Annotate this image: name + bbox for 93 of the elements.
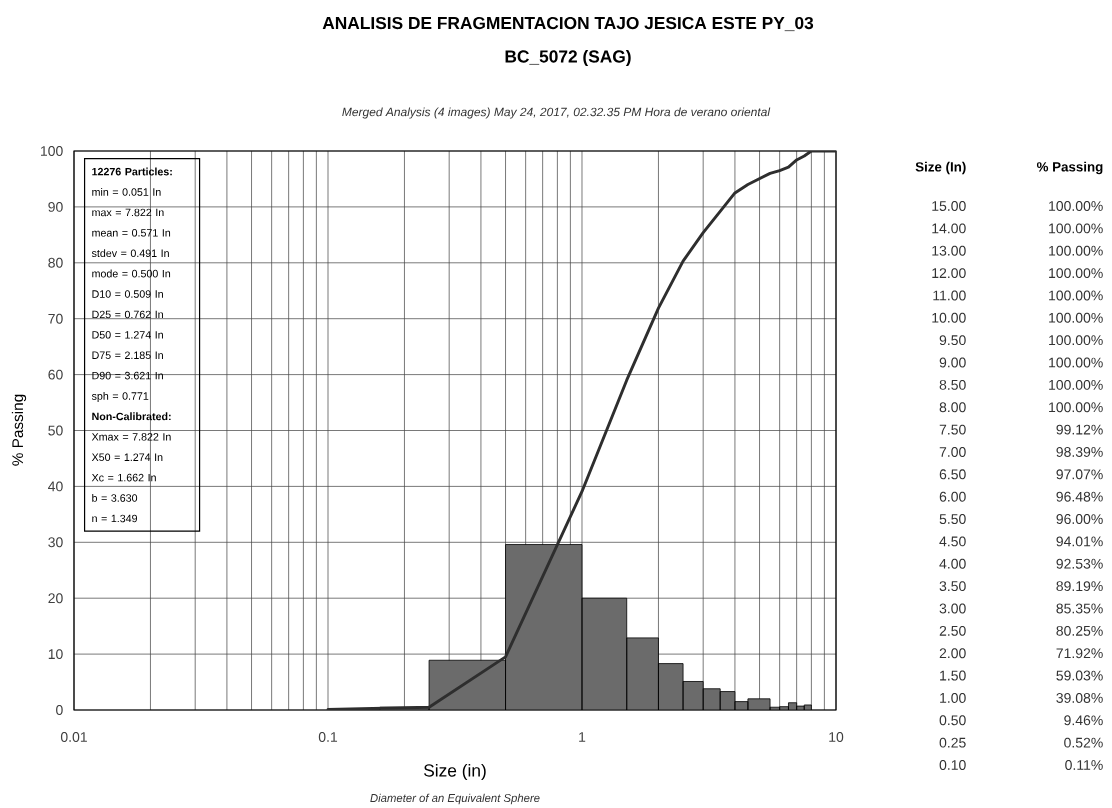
text: 100.00% [1049, 268, 1103, 279]
category-label: 15.00 [932, 201, 966, 211]
annotation: mode = 0.500 In [92, 269, 171, 278]
text: 100.00% [1049, 223, 1103, 234]
category-label: 9.50 [939, 335, 966, 346]
category-label: 0.50 [939, 715, 966, 726]
annotation: sph = 0.771 [91, 391, 149, 402]
annotation: X50 = 1.274 In [91, 453, 163, 462]
category-label: 14.00 [932, 223, 966, 234]
text: 94.01% [1056, 536, 1103, 547]
x-tick-label: 1 [579, 732, 586, 742]
y-tick-label: 50 [48, 425, 63, 436]
category-label: 10.00 [932, 312, 966, 323]
y-tick-label: 30 [48, 537, 63, 548]
text: 96.00% [1056, 514, 1103, 524]
y-tick-label: 70 [48, 313, 63, 324]
annotation: D10 = 0.509 In [92, 290, 163, 298]
annotation: n = 1.349 [92, 514, 138, 523]
category-label: 5.50 [939, 514, 966, 524]
category-label: 1.00 [940, 692, 966, 703]
category-label: 7.50 [939, 424, 966, 435]
text: 100.00% [1049, 379, 1103, 390]
category-label: 6.00 [939, 491, 966, 502]
chart-subtitle: BC_5072 (SAG) [505, 49, 631, 67]
annotation: mean = 0.571 In [92, 229, 171, 237]
text: 96.48% [1056, 491, 1103, 502]
y-tick-label: 40 [48, 481, 63, 492]
category-label: 4.00 [939, 558, 966, 569]
category-label: 3.50 [939, 581, 966, 592]
y-tick-label: 80 [48, 257, 63, 268]
text: 0.11% [1065, 760, 1103, 770]
x-axis-title: Size (in) [424, 763, 486, 781]
text: Diameter of an Equivalent Sphere [370, 793, 540, 805]
annotation: Xmax = 7.822 In [91, 433, 171, 441]
annotation: D25 = 0.762 In [92, 310, 163, 319]
text: 89.19% [1056, 581, 1103, 592]
category-label: 13.00 [932, 245, 966, 256]
text: 100.00% [1049, 201, 1103, 211]
text: 99.12% [1056, 424, 1103, 435]
annotation: min = 0.051 In [92, 187, 161, 196]
text: 0.52% [1064, 737, 1103, 748]
annotation: D75 = 2.185 In [92, 351, 163, 360]
chart-title: ANALISIS DE FRAGMENTACION TAJO JESICA ESTE PY_03 [322, 16, 814, 32]
category-label: 0.25 [939, 737, 966, 748]
text: 98.39% [1056, 447, 1103, 457]
y-tick-label: 60 [48, 369, 63, 380]
category-label: 8.00 [939, 402, 966, 413]
annotation: D90 = 3.621 In [92, 371, 163, 380]
category-label: 4.50 [939, 536, 966, 547]
y-tick-label: 100 [41, 146, 63, 156]
text: 100.00% [1049, 245, 1103, 256]
text: Size (In) [915, 161, 966, 175]
text: 85.35% [1056, 603, 1103, 614]
annotation: Xc = 1.662 In [91, 473, 156, 482]
category-label: 6.50 [939, 469, 966, 480]
text: 9.46% [1064, 715, 1103, 726]
category-label: 11.00 [933, 290, 966, 301]
text: 39.08% [1056, 692, 1103, 703]
category-label: 7.00 [939, 447, 966, 457]
x-tick-label: 0.01 [60, 732, 87, 742]
annotation: b = 3.630 [92, 493, 138, 502]
text: 100.00% [1049, 357, 1103, 368]
annotation: D50 = 1.274 In [92, 331, 163, 339]
category-label: 3.00 [939, 603, 966, 614]
text: 100.00% [1049, 312, 1103, 323]
x-tick-label: 10 [829, 732, 844, 742]
annotation: Non-Calibrated: [92, 412, 171, 421]
category-label: 12.00 [932, 268, 966, 279]
text: 92.53% [1056, 558, 1103, 569]
y-axis-title: % Passing [11, 394, 27, 466]
text: 100.00% [1049, 335, 1103, 346]
text: 80.25% [1056, 625, 1103, 636]
text: 97.07% [1056, 469, 1103, 480]
y-tick-label: 10 [48, 649, 63, 660]
x-tick-label: 0.1 [318, 732, 338, 742]
text: 100.00% [1049, 402, 1103, 413]
category-label: 2.50 [939, 625, 966, 636]
category-label: 2.00 [939, 648, 966, 659]
category-label: 0.10 [939, 760, 966, 770]
y-tick-label: 20 [48, 593, 63, 604]
y-tick-label: 90 [48, 201, 63, 212]
annotation: stdev = 0.491 In [91, 249, 169, 258]
annotation: 12276 Particles: [92, 167, 172, 176]
text: 59.03% [1056, 670, 1103, 681]
category-label: 9.00 [939, 357, 966, 368]
text: 100.00% [1049, 290, 1103, 301]
annotation: max = 7.822 In [92, 208, 164, 217]
category-label: 1.50 [940, 670, 966, 681]
text: % Passing [1036, 161, 1103, 175]
y-tick-label: 0 [56, 705, 63, 715]
text: Merged Analysis (4 images) May 24, 2017, 02.32.35 PM Hora de verano oriental [342, 107, 771, 119]
text: 71.92% [1056, 648, 1103, 659]
category-label: 8.50 [939, 379, 966, 390]
